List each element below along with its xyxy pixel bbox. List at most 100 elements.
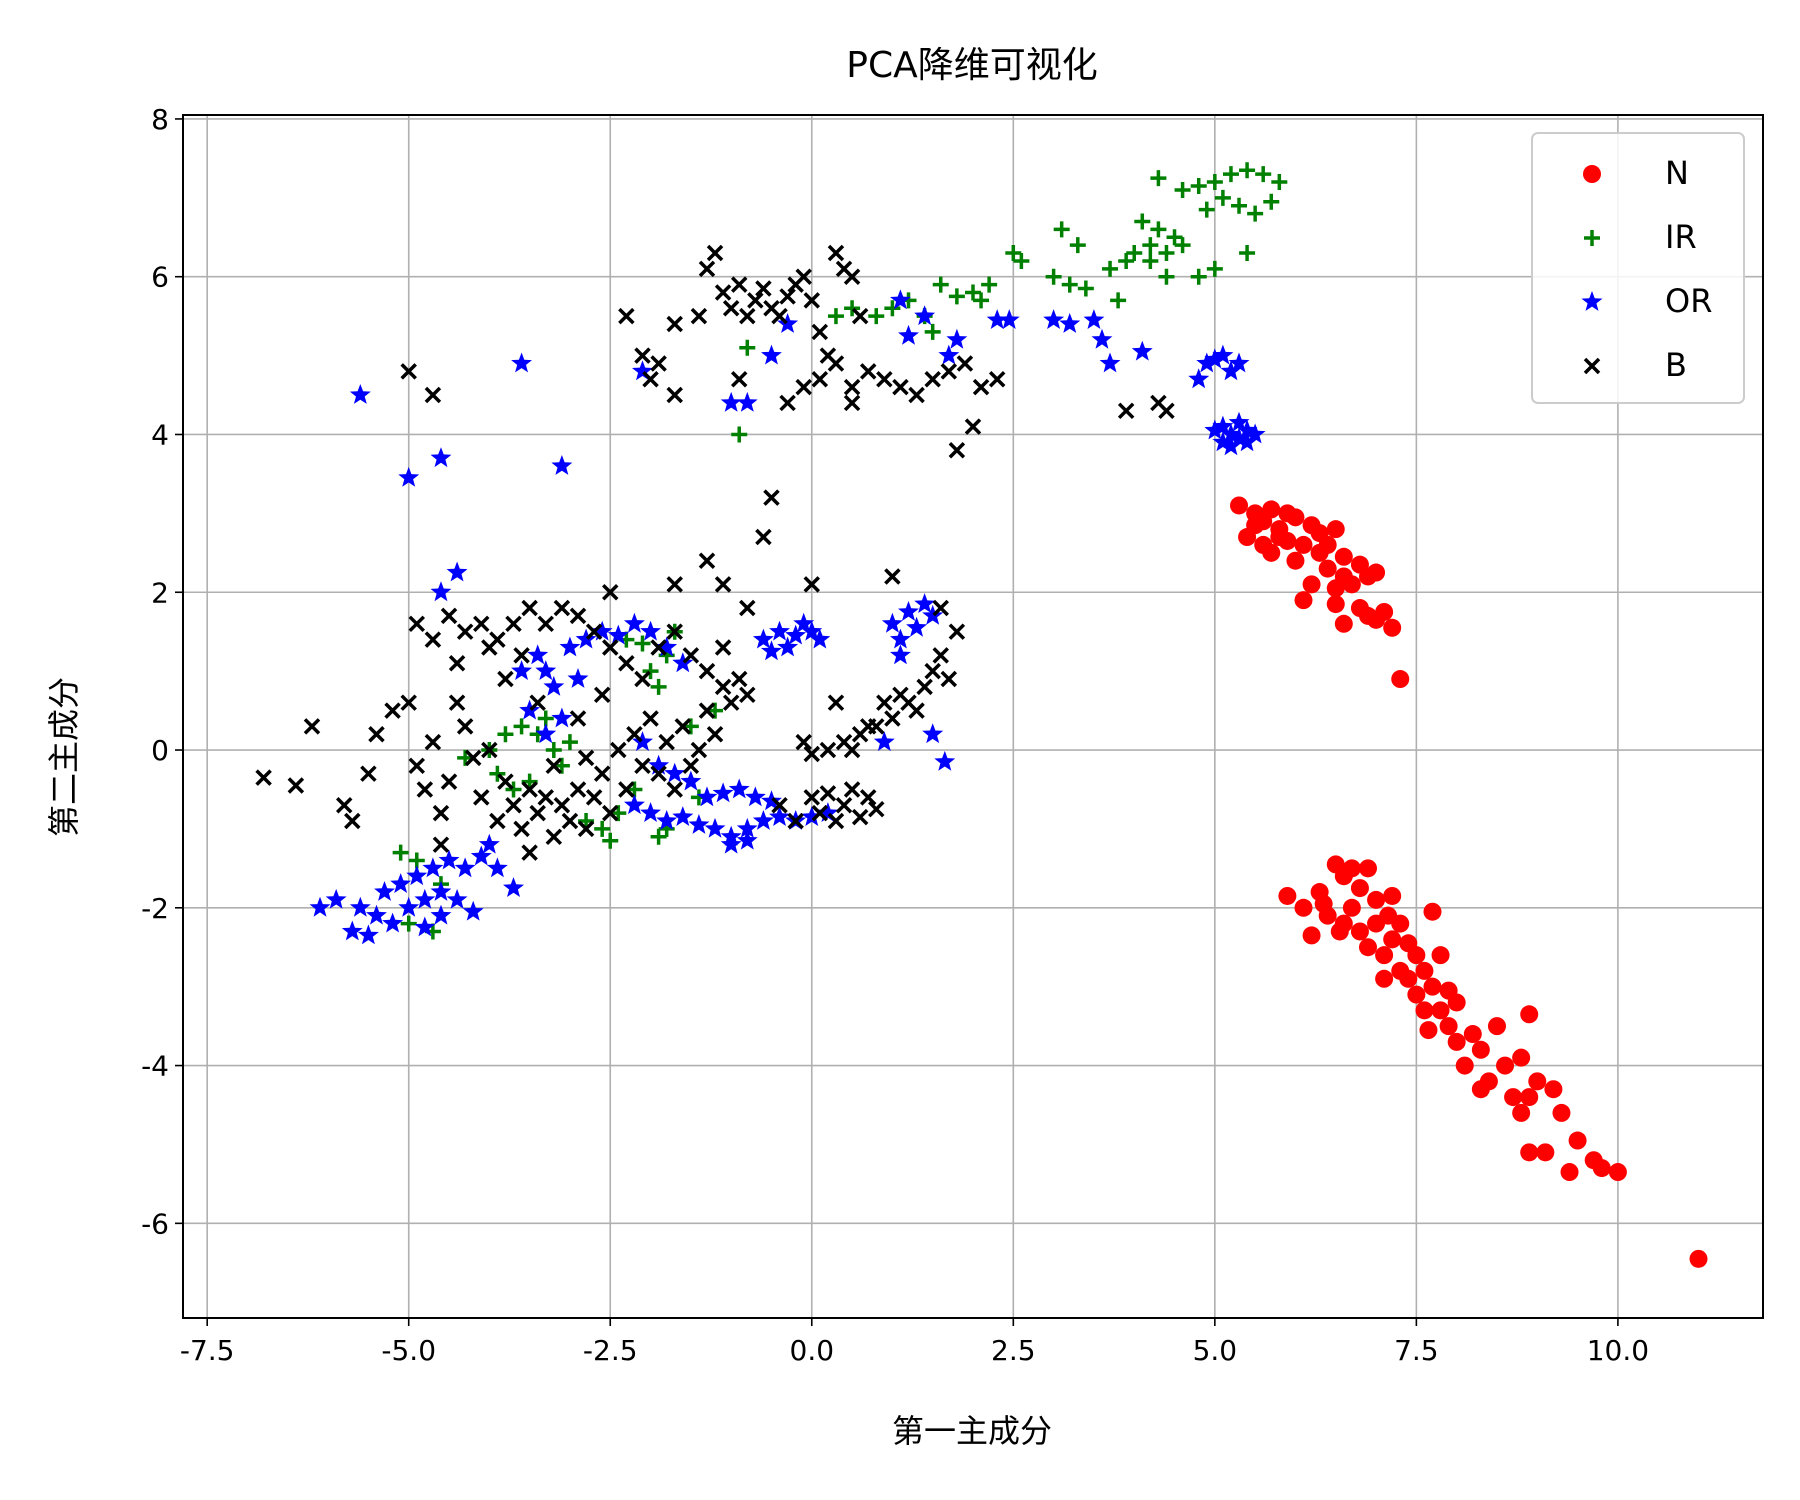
- point-n: [1230, 496, 1249, 515]
- point-ir: [610, 805, 627, 822]
- point-n: [1423, 902, 1442, 921]
- point-or: [446, 888, 468, 909]
- point-n: [1326, 579, 1345, 598]
- point-n: [1383, 886, 1402, 905]
- point-or: [946, 328, 968, 349]
- point-b: [827, 812, 845, 830]
- point-b: [948, 442, 966, 459]
- point-or: [914, 593, 936, 613]
- point-or: [1196, 352, 1218, 373]
- legend-label: OR: [1665, 282, 1712, 320]
- point-or: [704, 817, 726, 838]
- point-or: [309, 896, 331, 917]
- point-b: [456, 623, 474, 640]
- point-b: [924, 662, 941, 680]
- point-n: [1689, 1249, 1708, 1268]
- point-or: [559, 636, 581, 657]
- point-b: [585, 623, 603, 640]
- point-b: [795, 733, 812, 751]
- point-b: [940, 670, 958, 688]
- point-or: [769, 806, 790, 826]
- point-b: [440, 773, 458, 790]
- point-or: [664, 762, 686, 783]
- point-n: [1350, 879, 1369, 898]
- point-ir: [642, 663, 659, 680]
- point-or: [922, 604, 944, 625]
- series-ir: [392, 162, 1288, 940]
- point-b: [658, 733, 675, 751]
- point-b: [521, 599, 538, 617]
- point-or: [1204, 419, 1226, 440]
- point-b: [448, 655, 466, 672]
- point-ir: [1142, 237, 1159, 254]
- point-n: [1463, 1025, 1482, 1044]
- point-b: [972, 378, 990, 396]
- point-n: [1560, 1163, 1579, 1182]
- point-b: [432, 804, 450, 822]
- point-or: [366, 904, 387, 925]
- point-ir: [1158, 268, 1175, 285]
- point-n: [1439, 981, 1458, 1000]
- point-b: [642, 710, 659, 727]
- point-or: [430, 581, 452, 602]
- point-or: [1059, 313, 1081, 333]
- point-ir: [545, 742, 562, 759]
- point-n: [1471, 1080, 1490, 1099]
- point-b: [634, 670, 651, 688]
- point-or: [761, 640, 782, 661]
- point-b: [892, 378, 909, 396]
- point-b: [868, 800, 885, 818]
- point-b: [650, 765, 667, 782]
- y-tick-label: -6: [141, 1207, 169, 1240]
- y-tick-label: 6: [151, 261, 169, 294]
- point-b: [424, 733, 442, 751]
- point-b: [1158, 402, 1175, 420]
- point-ir: [602, 832, 619, 849]
- point-or: [906, 616, 927, 637]
- point-n: [1415, 961, 1434, 980]
- point-b: [650, 639, 667, 656]
- point-b: [730, 670, 748, 688]
- point-or: [1228, 427, 1250, 448]
- point-b: [408, 757, 426, 775]
- point-or: [607, 624, 629, 645]
- point-n: [1326, 520, 1345, 539]
- point-b: [666, 315, 683, 333]
- y-tick-label: 0: [151, 734, 169, 767]
- point-n: [1359, 859, 1377, 878]
- point-b: [819, 785, 837, 802]
- point-ir: [1134, 213, 1151, 230]
- point-b: [481, 741, 498, 759]
- point-b: [843, 394, 861, 412]
- point-ir: [1271, 174, 1288, 191]
- point-b: [964, 418, 982, 435]
- point-b: [529, 694, 546, 711]
- point-b: [803, 292, 821, 309]
- point-or: [898, 324, 919, 345]
- point-or: [374, 881, 395, 901]
- series-n: [1230, 496, 1708, 1268]
- y-axis-label: 第二主成分: [45, 677, 83, 837]
- legend-label: B: [1665, 346, 1687, 384]
- legend-item-b: B: [1583, 346, 1687, 384]
- point-n: [1318, 535, 1337, 554]
- point-or: [406, 865, 428, 886]
- point-or: [591, 620, 613, 641]
- point-or: [890, 644, 911, 665]
- point-n: [1520, 1143, 1539, 1162]
- point-ir: [1005, 245, 1022, 262]
- point-n: [1528, 1072, 1547, 1091]
- point-or: [934, 750, 956, 771]
- point-b: [884, 568, 901, 585]
- point-ir: [1166, 229, 1183, 246]
- point-or: [688, 814, 710, 834]
- point-b: [908, 386, 925, 404]
- point-b: [932, 647, 949, 664]
- point-b: [456, 718, 474, 735]
- point-b: [803, 789, 821, 806]
- point-ir: [1214, 189, 1231, 206]
- point-or: [422, 857, 444, 878]
- point-ir: [707, 702, 724, 719]
- point-or: [817, 802, 839, 822]
- point-b: [344, 812, 361, 830]
